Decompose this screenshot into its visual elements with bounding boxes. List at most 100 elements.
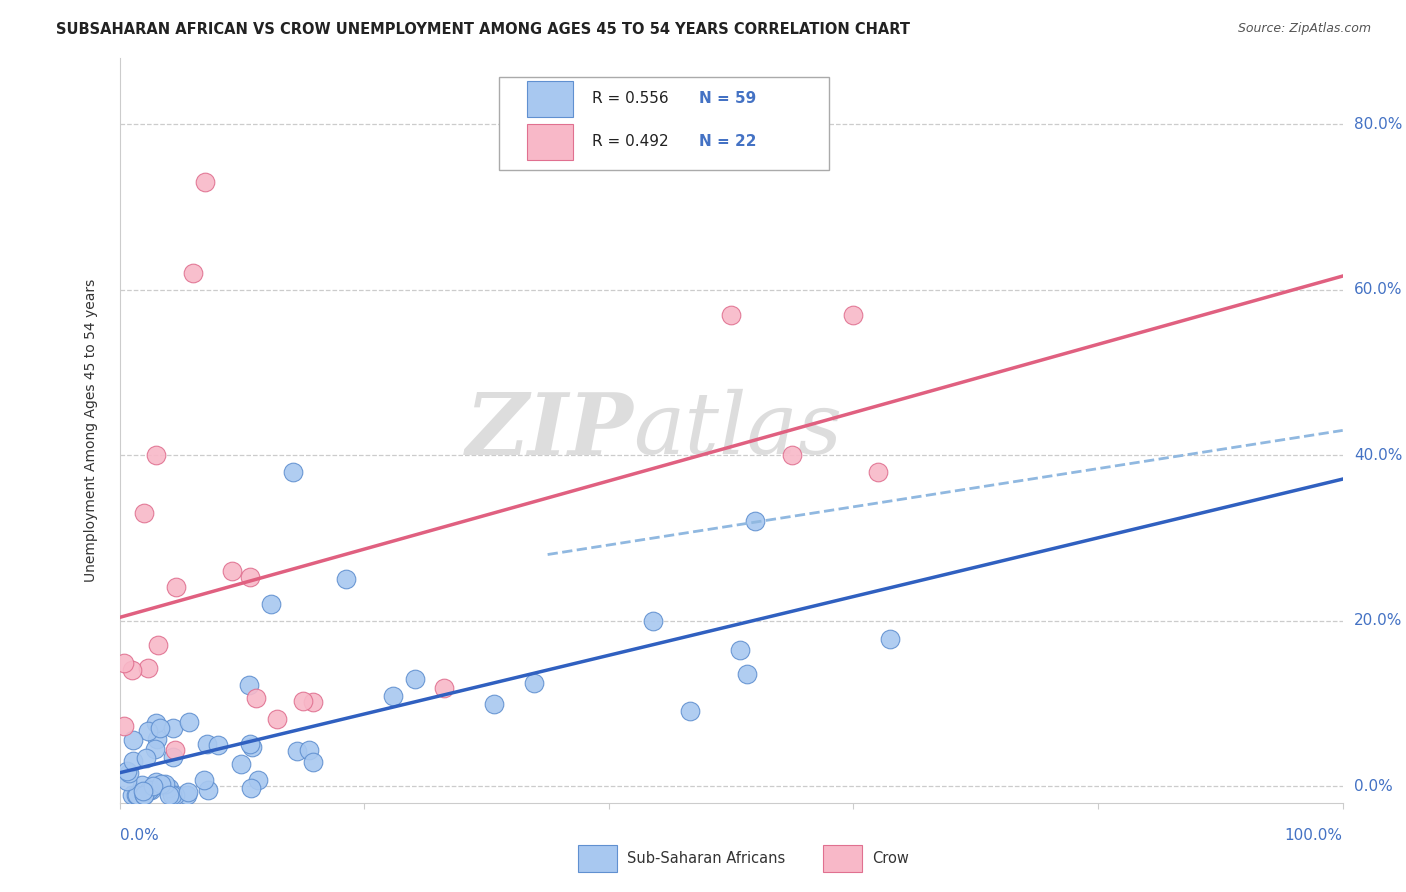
Point [245,690,267,705]
Text: Sub-Saharan Africans: Sub-Saharan Africans [627,851,786,866]
Bar [578,846,617,872]
Bar [527,124,574,160]
Point [302,756,325,770]
Point [433,681,456,695]
Text: Crow: Crow [872,851,908,866]
Point [163,788,186,802]
Point [157,788,180,802]
Point [145,775,167,789]
Point [728,643,751,657]
Text: N = 59: N = 59 [699,91,756,106]
Point [335,573,357,587]
Point [193,773,215,788]
Point [131,778,153,792]
Point [145,448,167,462]
Point [266,713,288,727]
Point [221,564,243,578]
Point [240,781,263,796]
Point [138,782,160,797]
Point [482,698,505,712]
Point [523,676,546,690]
Point [281,465,304,479]
Point [842,308,865,322]
Point [229,757,252,772]
Point [879,632,901,647]
Point [239,570,262,584]
Point [149,721,172,735]
Point [118,766,141,780]
Point [238,678,260,692]
Text: ZIP: ZIP [465,389,633,472]
Point [197,783,219,797]
Point [145,715,167,730]
Point [132,506,155,520]
Text: 0.0%: 0.0% [120,828,159,843]
Point [240,739,263,754]
Point [136,723,159,738]
Point [292,694,315,708]
Point [160,788,183,802]
Point [122,754,145,768]
Text: N = 22: N = 22 [699,134,756,149]
Point [112,719,135,733]
Point [162,721,184,735]
Point [720,308,742,322]
Point [207,738,229,752]
FancyBboxPatch shape [499,77,830,169]
Text: 20.0%: 20.0% [1354,613,1402,628]
Point [404,672,426,686]
Point [121,664,143,678]
Point [136,661,159,675]
Y-axis label: Unemployment Among Ages 45 to 54 years: Unemployment Among Ages 45 to 54 years [84,279,98,582]
Point [142,779,165,793]
Point [139,782,162,797]
Point [112,657,135,671]
Bar [823,846,862,872]
Point [641,614,664,628]
Text: atlas: atlas [633,389,842,472]
Point [176,788,198,802]
Point [782,448,804,462]
Point [121,788,143,802]
Point [165,580,187,594]
Point [195,737,218,751]
Point [132,788,155,802]
Point [239,737,262,751]
Point [285,743,308,757]
Point [115,764,138,778]
Point [382,689,405,703]
Text: 0.0%: 0.0% [1354,779,1392,794]
Text: 60.0%: 60.0% [1354,282,1402,297]
Point [125,788,148,802]
Point [143,742,166,756]
Point [117,774,139,789]
Point [162,750,184,764]
Point [177,785,200,799]
Point [679,704,702,718]
Point [132,784,155,798]
Point [247,773,270,788]
Point [146,732,169,747]
Bar [527,81,574,117]
Point [153,777,176,791]
Point [134,788,156,802]
Text: R = 0.492: R = 0.492 [592,134,668,149]
Point [298,742,321,756]
Point [122,733,145,747]
Point [125,788,148,802]
Point [866,465,889,479]
Text: Source: ZipAtlas.com: Source: ZipAtlas.com [1237,22,1371,36]
Text: 40.0%: 40.0% [1354,448,1402,463]
Text: 100.0%: 100.0% [1285,828,1343,843]
Text: SUBSAHARAN AFRICAN VS CROW UNEMPLOYMENT AMONG AGES 45 TO 54 YEARS CORRELATION CH: SUBSAHARAN AFRICAN VS CROW UNEMPLOYMENT … [56,22,910,37]
Point [177,714,200,729]
Point [135,751,157,765]
Point [146,638,169,652]
Point [163,743,186,757]
Point [149,777,172,791]
Point [744,515,766,529]
Point [181,266,204,280]
Point [260,597,283,611]
Text: R = 0.556: R = 0.556 [592,91,668,106]
Point [157,781,180,796]
